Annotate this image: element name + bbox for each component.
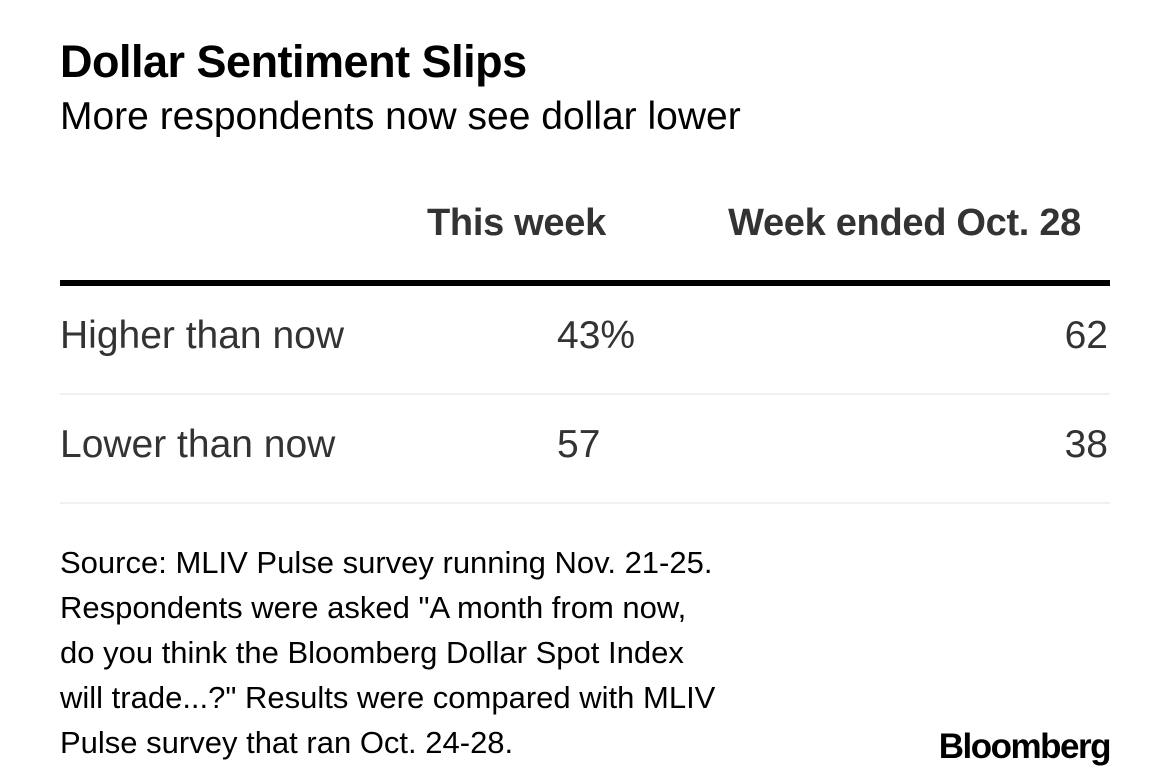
cell-lower-this-week: 57 bbox=[557, 423, 601, 466]
source-line: Pulse survey that ran Oct. 24-28. bbox=[60, 725, 514, 760]
row-divider bbox=[60, 393, 1110, 395]
source-line: Source: MLIV Pulse survey running Nov. 2… bbox=[60, 545, 713, 580]
row-divider bbox=[60, 502, 1110, 504]
bloomberg-logo: Bloomberg bbox=[938, 727, 1112, 766]
column-header-this-week: This week bbox=[427, 202, 606, 244]
table-row: Higher than now 43% 62 bbox=[60, 286, 1110, 395]
source-note: Source: MLIV Pulse survey running Nov. 2… bbox=[60, 540, 715, 765]
column-header-week-ended-oct-28: Week ended Oct. 28 bbox=[728, 202, 1081, 244]
cell-higher-this-week: 43% bbox=[557, 314, 636, 357]
chart-title: Dollar Sentiment Slips bbox=[60, 36, 527, 87]
source-line: Respondents were asked "A month from now… bbox=[60, 590, 687, 625]
table-row: Lower than now 57 38 bbox=[60, 395, 1110, 504]
header-rule bbox=[60, 280, 1110, 286]
cell-lower-week-ended-oct-28: 38 bbox=[1064, 423, 1108, 466]
chart-subtitle: More respondents now see dollar lower bbox=[60, 95, 741, 138]
row-label-lower-than-now: Lower than now bbox=[60, 423, 336, 466]
source-line: do you think the Bloomberg Dollar Spot I… bbox=[60, 635, 684, 670]
cell-higher-week-ended-oct-28: 62 bbox=[1064, 314, 1108, 357]
row-label-higher-than-now: Higher than now bbox=[60, 314, 345, 357]
source-line: will trade...?" Results were compared wi… bbox=[60, 680, 716, 715]
